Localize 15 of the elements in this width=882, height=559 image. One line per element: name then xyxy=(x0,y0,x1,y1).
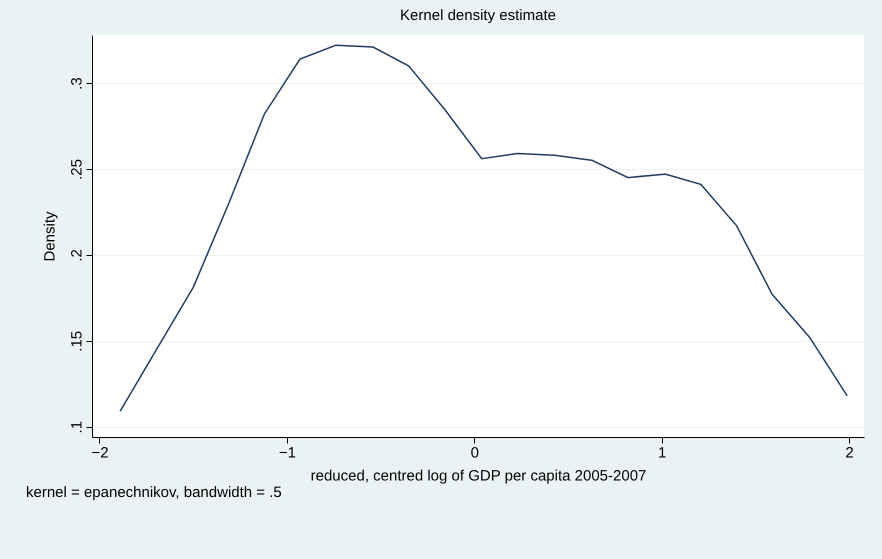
x-tick-label: −1 xyxy=(278,444,296,462)
y-axis-title: Density xyxy=(42,211,58,262)
x-tick-label: −2 xyxy=(91,444,109,462)
y-tick-label: .3 xyxy=(68,77,86,90)
y-tick-label: .1 xyxy=(68,420,86,434)
y-tick-label: .2 xyxy=(68,249,86,262)
chart-title: Kernel density estimate xyxy=(400,7,556,24)
text: kernel = epanechnikov, bandwidth = .5 xyxy=(26,484,282,501)
x-tick-label: 2 xyxy=(845,444,854,462)
x-tick-label: 0 xyxy=(470,444,479,462)
x-tick-label: 1 xyxy=(658,444,666,462)
y-tick-label: .25 xyxy=(68,159,86,180)
line-series xyxy=(119,44,848,412)
y-tick-label: .15 xyxy=(68,330,86,352)
x-axis-title: reduced, centred log of GDP per capita 2005-2007 xyxy=(310,468,646,484)
